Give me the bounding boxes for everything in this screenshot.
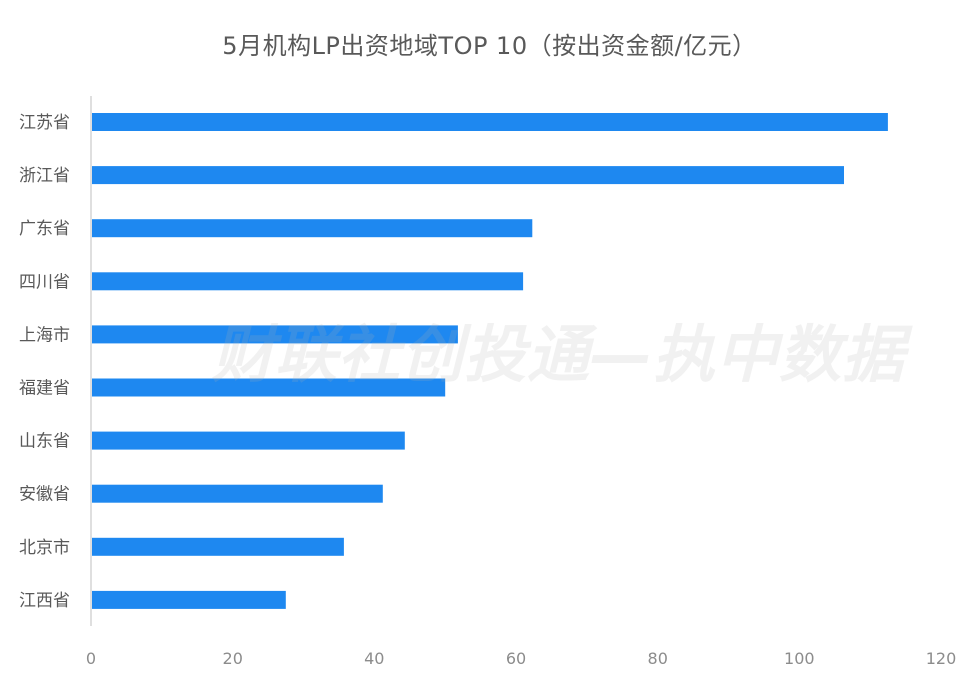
bar-4: [92, 325, 458, 344]
bar-2: [92, 219, 533, 238]
category-label: 上海市: [19, 325, 70, 345]
bar-5: [92, 378, 446, 397]
x-tick-label: 20: [223, 649, 243, 668]
category-label: 安徽省: [19, 485, 70, 505]
bar-3: [92, 272, 524, 291]
bar-6: [92, 431, 405, 450]
bar-9: [92, 590, 286, 609]
category-label: 北京市: [19, 538, 70, 558]
x-tick-label: 60: [506, 649, 526, 668]
chart-title: 5月机构LP出资地域TOP 10（按出资金额/亿元）: [222, 32, 757, 60]
bar-0: [92, 113, 888, 131]
bar-8: [92, 537, 344, 556]
bar-7: [92, 484, 383, 503]
x-tick-label: 80: [648, 649, 668, 668]
bar-1: [92, 166, 844, 185]
category-label: 四川省: [19, 272, 70, 292]
category-label: 山东省: [19, 432, 70, 452]
category-label: 浙江省: [19, 166, 70, 186]
x-tick-label: 0: [86, 649, 96, 668]
x-tick-label: 120: [926, 649, 957, 668]
x-tick-label: 40: [364, 649, 384, 668]
category-label: 江西省: [19, 591, 70, 611]
x-tick-label: 100: [784, 649, 815, 668]
category-label: 广东省: [19, 219, 70, 239]
category-label: 江苏省: [19, 113, 70, 133]
category-label: 福建省: [19, 379, 70, 399]
